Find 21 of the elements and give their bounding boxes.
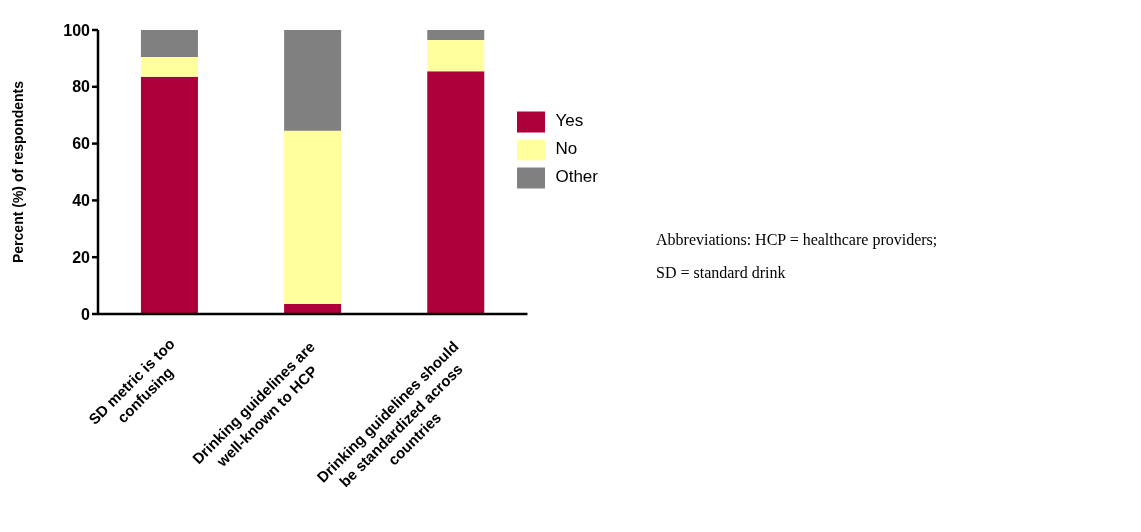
y-tick-label: 20 bbox=[72, 248, 91, 266]
y-tick-label: 100 bbox=[63, 21, 91, 39]
bar bbox=[427, 30, 485, 40]
bar bbox=[140, 30, 198, 57]
bar bbox=[284, 130, 342, 305]
y-tick-label: 60 bbox=[72, 135, 91, 153]
legend-label: No bbox=[555, 139, 578, 159]
y-axis-title: Percent (%) of respondents bbox=[9, 80, 26, 264]
bar bbox=[427, 71, 485, 314]
bar bbox=[140, 56, 198, 77]
legend-label: Other bbox=[555, 167, 598, 187]
bar bbox=[140, 76, 198, 314]
bar bbox=[284, 30, 342, 131]
bar bbox=[427, 39, 485, 72]
text: SD = standard drink bbox=[656, 263, 787, 283]
text: Abbreviations: HCP = healthcare providers; bbox=[656, 230, 938, 251]
y-tick-label: 40 bbox=[72, 192, 91, 210]
bar bbox=[284, 304, 342, 314]
y-tick-label: 0 bbox=[81, 305, 91, 323]
legend-label: Yes bbox=[555, 111, 584, 131]
y-tick-label: 80 bbox=[72, 78, 91, 96]
